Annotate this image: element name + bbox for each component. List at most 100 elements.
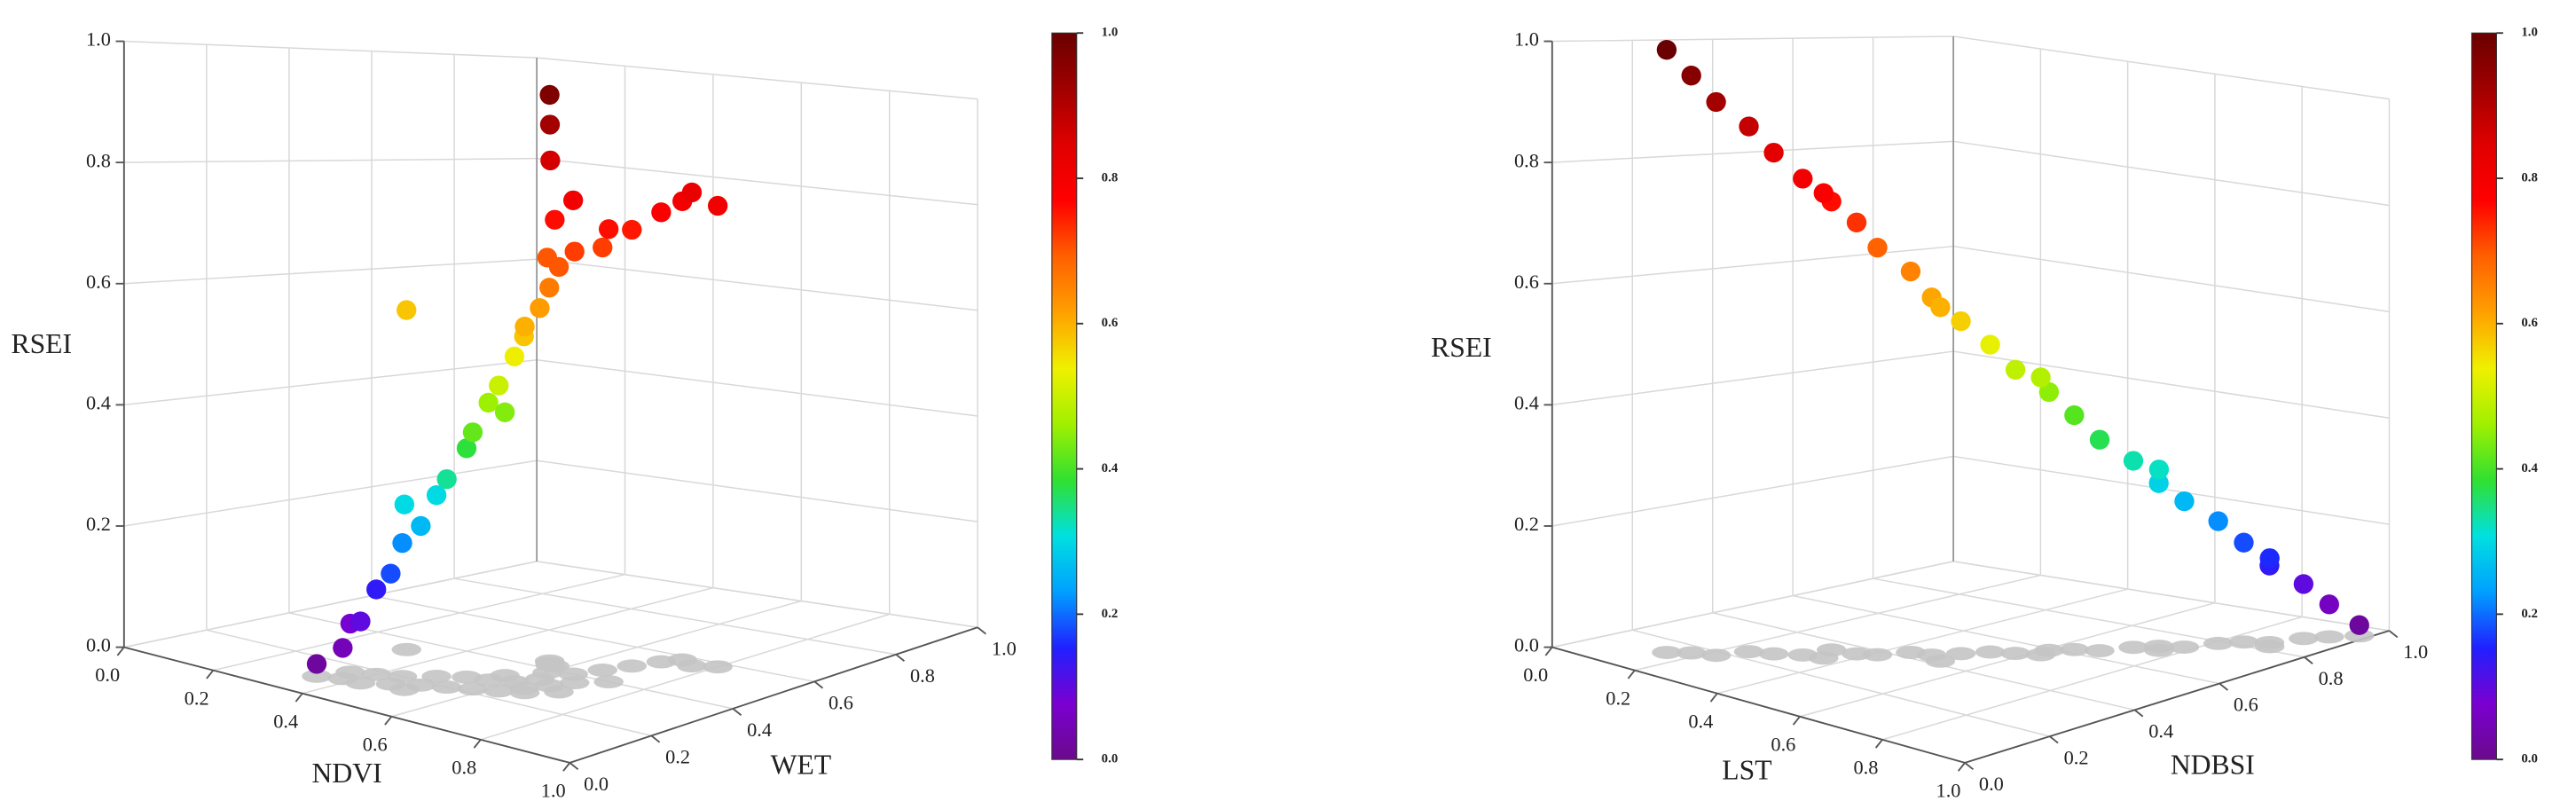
- floor-grid-line: [480, 613, 890, 741]
- colorbar-tick-label: 0.2: [2521, 607, 2538, 621]
- shadow-point: [587, 664, 617, 677]
- data-point: [539, 114, 561, 135]
- floor-grid-line: [391, 600, 802, 718]
- y-tick: [977, 626, 986, 635]
- data-point: [1656, 40, 1677, 60]
- x-tick-label: 0.8: [452, 756, 476, 778]
- x-tick-label: 0.0: [1523, 664, 1548, 686]
- wall-grid-line: [1551, 350, 1954, 406]
- y-tick: [650, 734, 661, 743]
- data-point: [504, 346, 525, 367]
- wall-grid-line: [537, 459, 978, 522]
- data-point: [530, 298, 550, 318]
- y-tick-label: 0.2: [2064, 746, 2089, 768]
- data-point: [392, 532, 412, 554]
- wall-grid-line: [1952, 35, 2390, 100]
- data-point: [381, 563, 401, 584]
- x-tick: [1709, 693, 1718, 703]
- data-point: [539, 84, 560, 106]
- data-point: [2319, 594, 2339, 615]
- y-tick-label: 0.4: [2148, 720, 2173, 742]
- colorbar-tick-label: 0.4: [1102, 461, 1119, 475]
- shadow-point: [534, 654, 565, 668]
- shadow-point: [2169, 640, 2200, 654]
- data-point: [489, 375, 509, 396]
- data-point: [494, 402, 515, 422]
- shadow-point: [1809, 651, 1839, 665]
- x-tick-label: 0.8: [1853, 756, 1878, 778]
- x-tick-label: 0.0: [95, 664, 120, 686]
- data-point: [1951, 310, 1971, 332]
- wall-grid-line: [123, 40, 538, 59]
- shadow-point: [421, 670, 452, 683]
- data-point: [1846, 212, 1867, 232]
- wall-grid-line: [537, 157, 978, 206]
- data-point: [350, 611, 371, 632]
- data-point: [1980, 334, 2000, 355]
- x-tick-label: 0.6: [363, 733, 388, 755]
- shadow-point: [458, 682, 488, 696]
- x-tick-label: 0.2: [185, 687, 209, 709]
- y-tick: [2388, 630, 2399, 639]
- y-tick: [732, 708, 742, 717]
- x-tick: [206, 670, 215, 679]
- floor-grid-line: [1632, 629, 2050, 737]
- shadow-point: [302, 669, 332, 683]
- colorbar-tick-label: 0.8: [2521, 170, 2538, 185]
- data-point: [2148, 473, 2169, 493]
- floor-grid-line: [213, 573, 625, 672]
- shadow-point: [1652, 646, 1682, 659]
- shadow-point: [1862, 648, 1893, 662]
- shadow-point: [1733, 645, 1764, 659]
- colorbar-tick-label: 0.2: [1102, 607, 1119, 621]
- shadow-point: [544, 685, 574, 699]
- wall-grid-line: [123, 561, 538, 648]
- wall-grid-line: [1551, 140, 1954, 163]
- floor-grid-line: [1712, 612, 2135, 711]
- z-tick-label: 0.2: [86, 513, 111, 535]
- colorbar: [1051, 32, 1078, 760]
- y-axis: [1964, 630, 2390, 764]
- wall-grid-line: [123, 359, 538, 406]
- y-tick-label: 0.0: [1979, 773, 2004, 795]
- data-point: [562, 190, 584, 211]
- data-point: [2064, 404, 2085, 426]
- data-point: [394, 494, 415, 514]
- x-tick-label: 1.0: [541, 780, 566, 802]
- shadow-point: [2254, 640, 2285, 654]
- data-point: [707, 195, 728, 216]
- colorbar-tick-label: 0.0: [2521, 752, 2538, 766]
- colorbar-tick-label: 0.6: [2521, 316, 2538, 330]
- data-point: [366, 579, 387, 600]
- y-tick: [2049, 735, 2059, 744]
- data-point: [456, 438, 477, 459]
- wall-grid-line: [1551, 35, 1954, 43]
- colorbar-tick-label: 1.0: [1102, 26, 1119, 40]
- wall-grid-line: [1952, 140, 2390, 207]
- z-tick-label: 1.0: [86, 28, 111, 51]
- wall-grid-line: [1551, 455, 1954, 527]
- data-point: [462, 422, 483, 443]
- y-axis: [569, 626, 978, 764]
- shadow-point: [1925, 654, 1956, 668]
- z-tick-label: 0.6: [1514, 271, 1539, 293]
- y-tick: [569, 762, 579, 771]
- y-tick: [2133, 709, 2144, 718]
- wall-grid-line: [1952, 350, 2390, 419]
- shadow-point: [2025, 648, 2056, 662]
- wall-grid-line: [537, 57, 978, 100]
- wall-grid-line: [123, 459, 538, 527]
- shadow-point: [2314, 630, 2344, 644]
- colorbar-tick-label: 0.6: [1102, 316, 1119, 330]
- data-point: [306, 654, 327, 674]
- x-tick: [384, 716, 393, 726]
- y-tick: [813, 680, 824, 689]
- y-tick-label: 0.0: [584, 773, 609, 795]
- x-tick: [295, 693, 303, 703]
- data-point: [2005, 359, 2026, 381]
- shadow-point: [490, 669, 520, 683]
- shadow-point: [2000, 647, 2030, 661]
- data-point: [1739, 116, 1759, 137]
- shadow-point: [1676, 646, 1707, 660]
- colorbar-tick-label: 0.8: [1102, 170, 1119, 185]
